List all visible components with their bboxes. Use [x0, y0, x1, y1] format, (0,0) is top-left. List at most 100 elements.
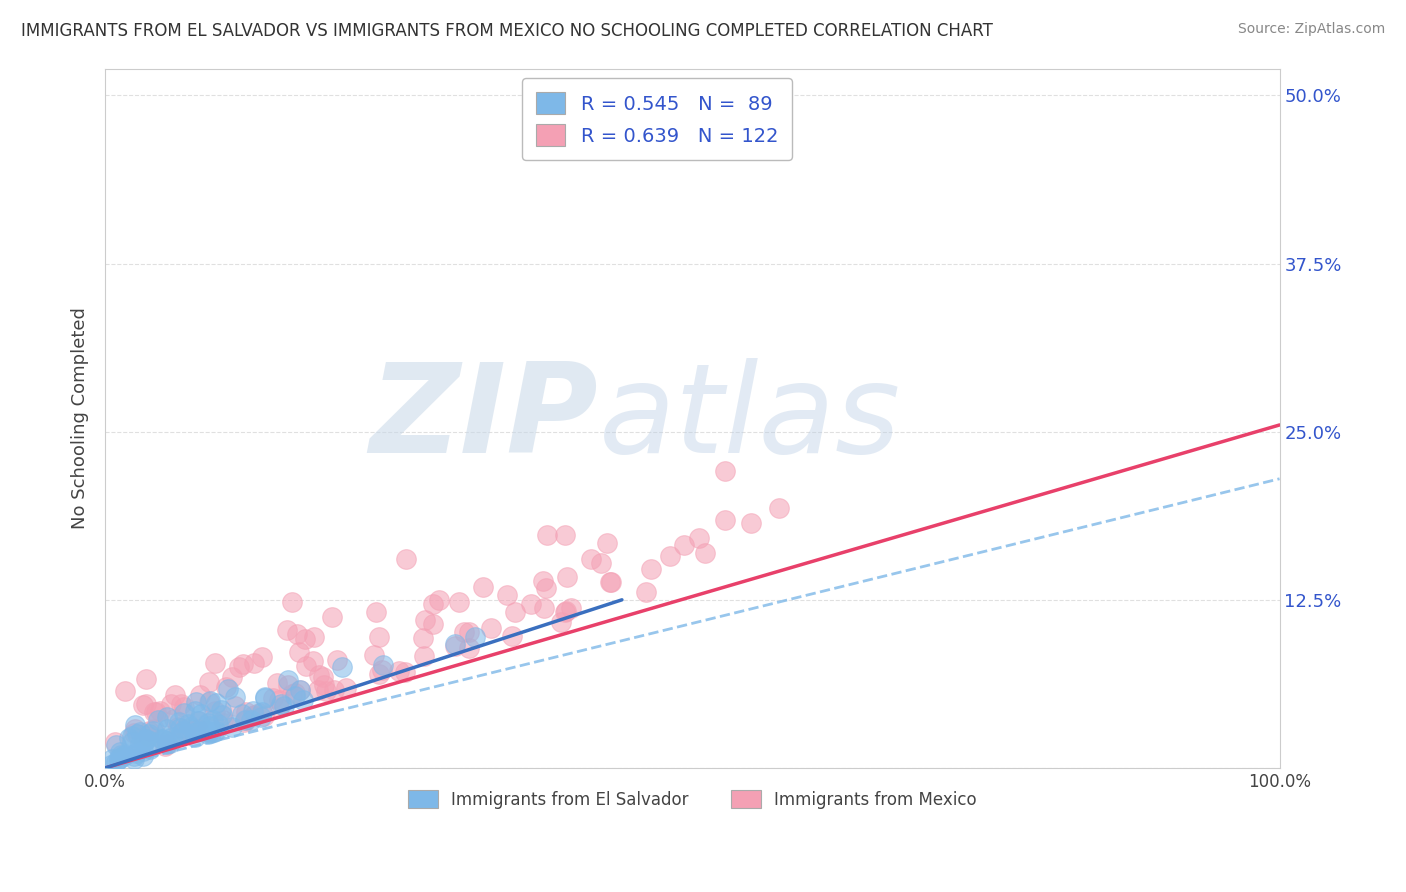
Point [243, 656, 266, 670]
Point [121, 729, 143, 743]
Point [284, 690, 307, 704]
Point [145, 705, 167, 719]
Point [250, 710, 273, 724]
Point [121, 734, 143, 748]
Point [713, 464, 735, 478]
Point [110, 745, 132, 759]
Point [135, 673, 157, 687]
Point [714, 513, 737, 527]
Point [187, 714, 209, 729]
Point [169, 722, 191, 736]
Point [276, 623, 298, 637]
Point [179, 720, 201, 734]
Point [449, 594, 471, 608]
Point [167, 720, 190, 734]
Point [281, 687, 304, 701]
Point [136, 729, 159, 743]
Point [284, 686, 307, 700]
Point [311, 670, 333, 684]
Point [388, 664, 411, 678]
Point [135, 697, 157, 711]
Point [197, 716, 219, 731]
Point [212, 713, 235, 727]
Point [200, 694, 222, 708]
Point [427, 593, 450, 607]
Point [422, 598, 444, 612]
Point [190, 706, 212, 721]
Point [149, 704, 172, 718]
Point [270, 698, 292, 712]
Point [277, 673, 299, 688]
Point [322, 682, 344, 697]
Point [596, 536, 619, 550]
Point [554, 605, 576, 619]
Point [155, 731, 177, 745]
Point [659, 549, 682, 564]
Point [308, 667, 330, 681]
Point [599, 574, 621, 589]
Point [363, 648, 385, 662]
Point [209, 703, 232, 717]
Point [195, 723, 218, 738]
Point [415, 613, 437, 627]
Point [211, 707, 233, 722]
Point [217, 681, 239, 696]
Point [224, 698, 246, 713]
Point [235, 713, 257, 727]
Point [273, 698, 295, 713]
Point [124, 718, 146, 732]
Point [173, 706, 195, 720]
Point [184, 730, 207, 744]
Point [239, 713, 262, 727]
Point [242, 704, 264, 718]
Point [277, 678, 299, 692]
Point [143, 706, 166, 720]
Point [335, 681, 357, 696]
Point [100, 758, 122, 772]
Point [672, 538, 695, 552]
Point [184, 704, 207, 718]
Point [204, 696, 226, 710]
Point [444, 638, 467, 652]
Point [163, 688, 186, 702]
Point [163, 712, 186, 726]
Point [232, 657, 254, 672]
Point [114, 747, 136, 762]
Point [174, 723, 197, 737]
Point [198, 719, 221, 733]
Point [253, 709, 276, 723]
Point [142, 723, 165, 738]
Point [167, 715, 190, 730]
Point [307, 682, 329, 697]
Legend: Immigrants from El Salvador, Immigrants from Mexico: Immigrants from El Salvador, Immigrants … [402, 783, 983, 815]
Point [536, 581, 558, 595]
Point [291, 693, 314, 707]
Point [160, 731, 183, 745]
Point [104, 738, 127, 752]
Point [125, 727, 148, 741]
Point [194, 723, 217, 738]
Point [198, 674, 221, 689]
Point [101, 752, 124, 766]
Point [295, 659, 318, 673]
Point [110, 747, 132, 762]
Point [412, 632, 434, 646]
Point [169, 725, 191, 739]
Point [114, 683, 136, 698]
Point [202, 713, 225, 727]
Point [453, 625, 475, 640]
Point [250, 650, 273, 665]
Point [599, 574, 621, 589]
Point [464, 630, 486, 644]
Point [156, 710, 179, 724]
Point [304, 630, 326, 644]
Point [139, 733, 162, 747]
Point [156, 737, 179, 751]
Y-axis label: No Schooling Completed: No Schooling Completed [72, 308, 89, 529]
Point [153, 739, 176, 753]
Point [288, 645, 311, 659]
Point [187, 714, 209, 728]
Point [533, 601, 555, 615]
Point [302, 654, 325, 668]
Point [228, 659, 250, 673]
